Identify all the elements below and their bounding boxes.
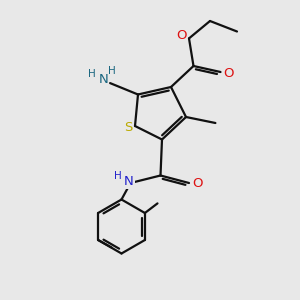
Text: S: S <box>124 121 133 134</box>
Text: O: O <box>224 67 234 80</box>
Text: H: H <box>114 171 122 182</box>
Text: H: H <box>108 66 116 76</box>
Text: N: N <box>99 73 108 86</box>
Text: H: H <box>88 69 96 79</box>
Text: N: N <box>124 175 134 188</box>
Text: O: O <box>176 29 187 42</box>
Text: O: O <box>192 177 203 190</box>
